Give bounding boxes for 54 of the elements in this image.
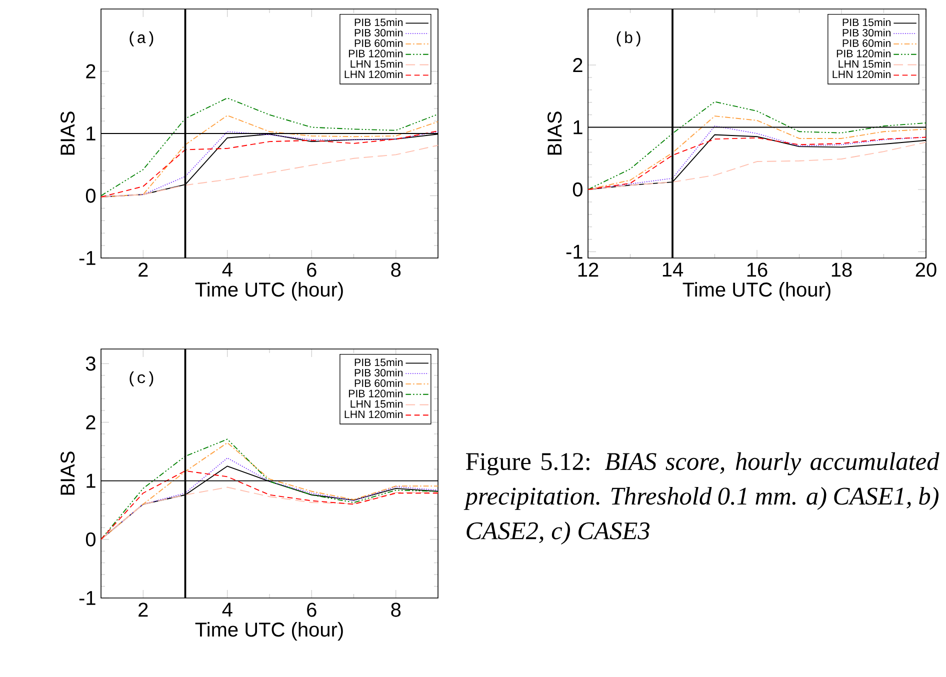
y-tick-label: -1 xyxy=(566,244,582,259)
x-tick-label: 4 xyxy=(222,262,232,276)
legend-label: PIB 30min xyxy=(354,368,403,377)
x-axis-title: Time UTC (hour) xyxy=(682,282,830,301)
legend-label: LHN 120min xyxy=(344,410,403,418)
y-axis-title: BIAS xyxy=(548,112,562,155)
y-tick-label: 2 xyxy=(86,415,96,430)
x-tick-label: 6 xyxy=(307,262,316,277)
y-tick-label: 2 xyxy=(573,58,582,72)
legend-label: LHN 120min xyxy=(344,70,403,78)
legend-label: PIB 15min xyxy=(842,18,891,26)
legend-label: LHN 15min xyxy=(350,400,403,408)
caption: Figure 5.12: BIAS score, hourly accumulated precipitation. Threshold 0.1 mm. a) CASE1, b) CASE2, c) CASE3 xyxy=(464,452,940,545)
legend-label: PIB 120min xyxy=(836,49,890,58)
y-tick-label: 0 xyxy=(86,532,96,546)
annotation: (c) xyxy=(130,371,154,386)
x-tick-label: 14 xyxy=(662,262,684,276)
legend-label: LHN 15min xyxy=(350,60,403,68)
y-axis-title: BIAS xyxy=(60,452,75,495)
x-tick-label: 8 xyxy=(391,602,401,617)
legend-label: PIB 60min xyxy=(354,379,403,387)
legend-label: PIB 60min xyxy=(354,39,403,47)
y-tick-label: 0 xyxy=(572,182,582,197)
legend-label: LHN 15min xyxy=(838,60,890,68)
x-tick-label: 12 xyxy=(578,262,598,277)
x-axis-title: Time UTC (hour) xyxy=(195,622,343,641)
x-tick-label: 2 xyxy=(138,262,148,277)
y-tick-label: -1 xyxy=(79,251,96,265)
legend-label: PIB 30min xyxy=(354,28,403,37)
legend-label: PIB 30min xyxy=(842,28,891,37)
x-tick-label: 20 xyxy=(916,262,936,277)
legend-label: PIB 120min xyxy=(348,49,403,58)
y-tick-label: -1 xyxy=(79,591,96,605)
legend-label: PIB 15min xyxy=(354,358,403,366)
legend-label: LHN 120min xyxy=(832,70,890,78)
x-tick-label: 4 xyxy=(222,602,232,616)
x-tick-label: 18 xyxy=(832,262,852,277)
legend-label: PIB 60min xyxy=(842,39,891,47)
y-tick-label: 0 xyxy=(86,188,96,203)
legend-label: PIB 120min xyxy=(348,389,403,398)
y-tick-label: 1 xyxy=(86,474,96,488)
y-tick-label: 1 xyxy=(86,126,96,140)
x-tick-label: 16 xyxy=(747,262,768,277)
y-tick-label: 1 xyxy=(574,120,582,134)
y-tick-label: 2 xyxy=(86,64,96,78)
x-tick-label: 8 xyxy=(391,262,401,277)
y-tick-label: 3 xyxy=(86,356,96,371)
x-tick-label: 2 xyxy=(138,602,148,617)
legend-label: PIB 15min xyxy=(354,18,403,26)
x-tick-label: 6 xyxy=(307,602,316,617)
y-axis-title: BIAS xyxy=(60,112,75,155)
x-axis-title: Time UTC (hour) xyxy=(195,282,343,301)
annotation: (a) xyxy=(130,31,154,46)
annotation: (b) xyxy=(616,31,640,46)
